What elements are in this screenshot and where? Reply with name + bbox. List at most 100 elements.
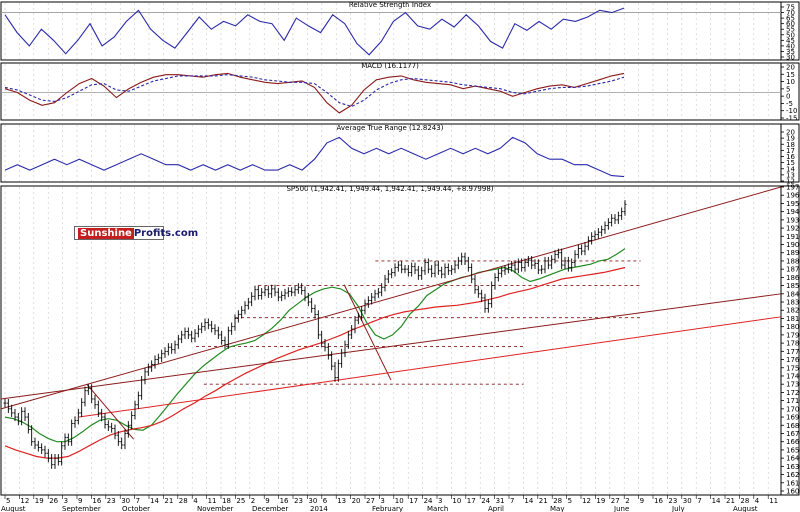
price-ytick-label: 1730 <box>786 381 800 389</box>
x-date-label: 27 <box>611 497 620 505</box>
rsi-panel: Relative Strength Index 75706560555045403… <box>0 1 800 62</box>
x-date-label: 26 <box>49 497 58 505</box>
x-date-label: 13 <box>337 497 346 505</box>
x-date-label: 18 <box>222 497 231 505</box>
x-date-label: 19 <box>35 497 44 505</box>
x-date-label: 23 <box>107 497 116 505</box>
x-date-label: 2 <box>625 497 629 505</box>
price-ytick-label: 1810 <box>786 315 800 323</box>
rsi-ytick-label: 65 <box>786 15 795 23</box>
price-ytick-label: 1630 <box>786 463 800 471</box>
price-ytick-label: 1720 <box>786 389 800 397</box>
price-moving-average <box>4 248 626 443</box>
rsi-ytick-label: 40 <box>786 42 795 50</box>
x-date-label: 6 <box>323 497 328 505</box>
rsi-frame <box>0 1 800 61</box>
price-ytick-label: 1760 <box>786 356 800 364</box>
price-trend-line <box>0 293 782 400</box>
price-trend-line <box>86 383 134 440</box>
x-month-label: November <box>197 505 234 512</box>
x-date-label: 25 <box>236 497 245 505</box>
atr-ytick-label: 15 <box>786 159 795 167</box>
x-date-label: 3 <box>64 497 68 505</box>
atr-ytick-label: 19 <box>786 135 795 143</box>
rsi-ytick-label: 70 <box>786 9 795 17</box>
macd-ytick-label: 0 <box>786 93 790 101</box>
x-date-label: 3 <box>380 497 384 505</box>
price-ytick-label: 1780 <box>786 340 800 348</box>
logo-part1: Sunshine <box>78 228 134 239</box>
x-date-label: 9 <box>640 497 644 505</box>
x-month-label: February <box>372 505 403 512</box>
macd-ytick-label: 15 <box>786 71 795 79</box>
price-ytick-label: 1850 <box>786 282 800 290</box>
price-ytick-label: 1800 <box>786 323 800 331</box>
x-date-label: 23 <box>294 497 303 505</box>
rsi-ytick-label: 55 <box>786 26 795 34</box>
price-ytick-label: 1860 <box>786 274 800 282</box>
price-ytick-label: 1820 <box>786 307 800 315</box>
x-date-label: 30 <box>121 497 130 505</box>
x-month-label: August <box>733 505 758 512</box>
x-month-label: March <box>427 505 448 512</box>
x-date-label: 12 <box>20 497 29 505</box>
x-date-label: 3 <box>438 497 442 505</box>
rsi-ytick-label: 30 <box>786 54 795 62</box>
price-ytick-label: 1670 <box>786 430 800 438</box>
x-date-label: 14 <box>150 497 159 505</box>
x-date-label: 5 <box>568 497 572 505</box>
x-month-label: August <box>1 505 26 512</box>
x-date-label: 14 <box>712 497 721 505</box>
x-month-label: October <box>122 505 150 512</box>
x-date-label: 4 <box>755 497 760 505</box>
atr-ytick-label: 14 <box>786 165 795 173</box>
price-title: SP500 (1,942.41, 1,949.44, 1,942.41, 1,9… <box>286 185 493 193</box>
x-date-label: 30 <box>683 497 692 505</box>
price-ytick-label: 1960 <box>786 192 800 200</box>
macd-title: MACD (16.1177) <box>361 62 419 70</box>
macd-ytick-label: 5 <box>786 85 790 93</box>
x-date-label: 21 <box>539 497 548 505</box>
price-ytick-label: 1660 <box>786 438 800 446</box>
x-month-label: April <box>488 505 504 512</box>
price-ytick-label: 1710 <box>786 397 800 405</box>
rsi-ytick-label: 75 <box>786 4 795 12</box>
atr-title: Average True Range (12.8243) <box>337 124 444 132</box>
x-date-label: 4 <box>193 497 198 505</box>
macd-series-line <box>4 72 625 114</box>
rsi-series-line <box>4 7 625 56</box>
sunshine-profits-logo: Sunshine Profits.com <box>74 226 198 240</box>
macd-ytick-label: 20 <box>786 64 795 72</box>
x-date-label: 11 <box>208 497 217 505</box>
x-date-label: 10 <box>395 497 404 505</box>
x-date-label: 16 <box>280 497 289 505</box>
price-ytick-label: 1920 <box>786 225 800 233</box>
atr-ytick-label: 20 <box>786 129 795 137</box>
x-date-label: 10 <box>452 497 461 505</box>
rsi-title: Relative Strength Index <box>349 1 431 9</box>
price-ytick-label: 1870 <box>786 266 800 274</box>
price-ytick-label: 1680 <box>786 422 800 430</box>
price-ytick-label: 1640 <box>786 455 800 463</box>
atr-ytick-label: 18 <box>786 141 795 149</box>
macd-ytick-label: 10 <box>786 78 795 86</box>
x-date-label: 9 <box>265 497 269 505</box>
x-date-label: 9 <box>78 497 82 505</box>
x-date-label: 7 <box>697 497 701 505</box>
rsi-ytick-label: 35 <box>786 48 795 56</box>
x-month-label: May <box>550 505 564 512</box>
x-date-label: 7 <box>510 497 514 505</box>
price-ytick-label: 1910 <box>786 233 800 241</box>
x-date-label: 11 <box>769 497 778 505</box>
logo-part2: Profits.com <box>133 228 199 239</box>
price-ytick-label: 1950 <box>786 200 800 208</box>
x-date-label: 17 <box>409 497 418 505</box>
atr-series-line <box>4 136 625 178</box>
x-date-label: 5 <box>6 497 10 505</box>
macd-series-line <box>4 74 625 108</box>
x-date-label: 28 <box>179 497 188 505</box>
x-date-label: 31 <box>496 497 505 505</box>
price-ytick-label: 1610 <box>786 479 800 487</box>
price-trend-line <box>343 284 392 381</box>
